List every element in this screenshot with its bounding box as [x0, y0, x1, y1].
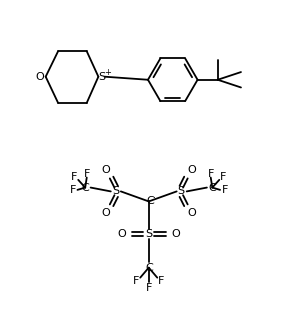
- Text: C: C: [146, 196, 154, 207]
- Text: F: F: [71, 172, 77, 182]
- Text: O: O: [171, 229, 180, 239]
- Text: F: F: [220, 172, 226, 182]
- Text: C: C: [81, 183, 89, 193]
- Text: O: O: [101, 165, 110, 175]
- Text: F: F: [84, 169, 90, 179]
- Text: O: O: [188, 208, 196, 218]
- Text: S: S: [99, 72, 106, 82]
- Text: S: S: [113, 186, 120, 196]
- Text: S: S: [178, 186, 185, 196]
- Text: O: O: [101, 208, 110, 218]
- Text: +: +: [104, 68, 111, 77]
- Text: ·: ·: [153, 193, 157, 203]
- Text: O: O: [117, 229, 126, 239]
- Text: O: O: [188, 165, 196, 175]
- Text: F: F: [158, 276, 164, 286]
- Text: C: C: [145, 262, 152, 273]
- Text: F: F: [207, 169, 214, 179]
- Text: F: F: [146, 283, 152, 293]
- Text: F: F: [221, 185, 228, 195]
- Text: S: S: [145, 229, 152, 239]
- Text: F: F: [70, 185, 76, 195]
- Text: C: C: [208, 183, 216, 193]
- Text: F: F: [133, 276, 140, 286]
- Text: O: O: [36, 72, 45, 82]
